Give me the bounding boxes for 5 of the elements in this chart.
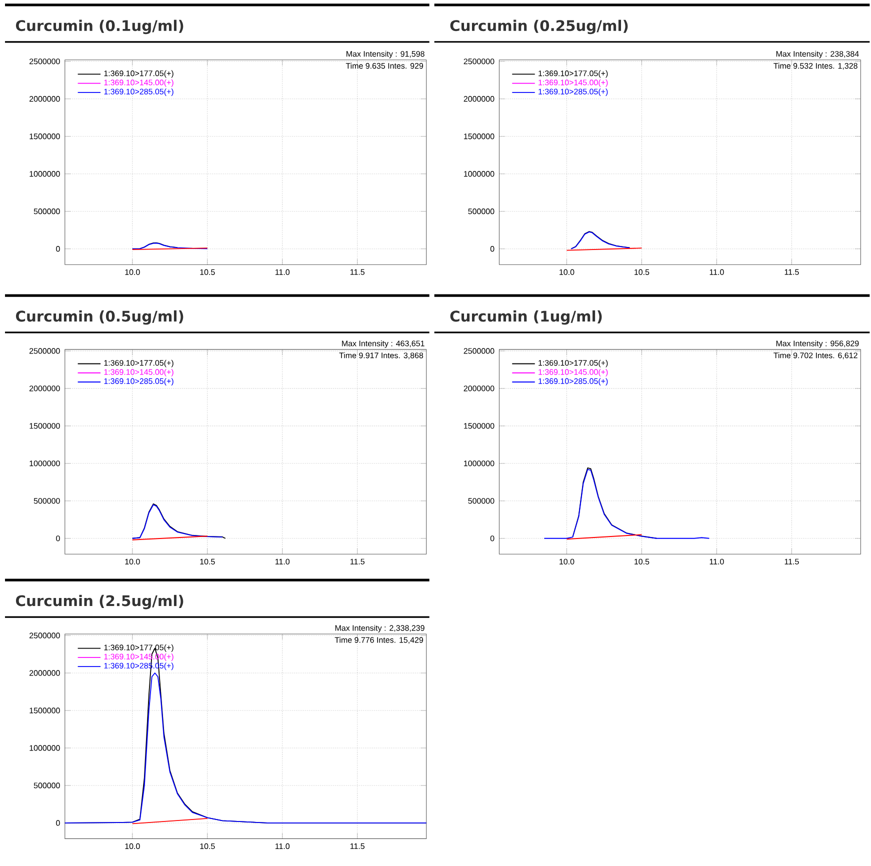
chart-title: Curcumin (2.5ug/ml)	[16, 595, 184, 610]
chart-title: Curcumin (1ug/ml)	[450, 310, 602, 325]
chart-title: Curcumin (0.25ug/ml)	[450, 20, 628, 34]
chart-title: Curcumin (0.5ug/ml)	[16, 310, 184, 325]
chart-title: Curcumin (0.1ug/ml)	[16, 20, 184, 34]
